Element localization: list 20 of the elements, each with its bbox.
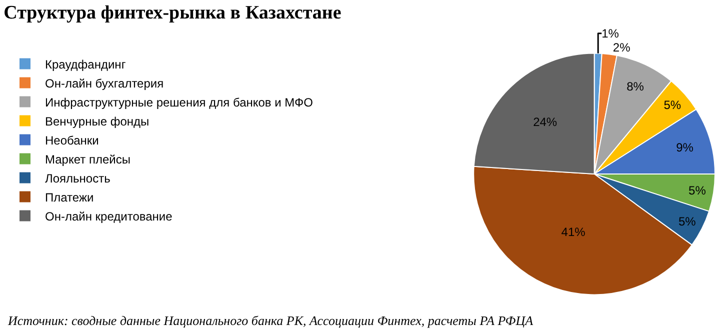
legend-label: Краудфандинг xyxy=(45,57,126,72)
data-label: 9% xyxy=(676,140,694,155)
legend-label: Платежи xyxy=(45,190,94,204)
data-label: 1% xyxy=(602,26,620,40)
legend-label: Необанки xyxy=(45,133,99,148)
data-label: 41% xyxy=(561,224,586,239)
legend-label: Маркет плейсы xyxy=(45,152,130,166)
legend-label: Инфраструктурные решения для банков и МФО xyxy=(45,95,313,110)
data-label: 24% xyxy=(533,114,558,129)
data-label: 5% xyxy=(664,98,682,112)
chart-title: Структура финтех-рынка в Казахстане xyxy=(4,2,342,24)
data-label: 5% xyxy=(678,214,696,228)
data-label: 2% xyxy=(612,40,631,54)
legend-label: Он-лайн кредитование xyxy=(45,209,173,224)
legend-label: Лояльность xyxy=(45,171,110,186)
data-label: 8% xyxy=(626,80,644,94)
data-label: 5% xyxy=(688,183,706,198)
legend-label: Он-лайн бухгалтерия xyxy=(45,76,164,90)
legend-label: Венчурные фонды xyxy=(45,114,150,128)
text: Источник: сводные данные Национального банка РК, Ассоциации Финтех, расчеты РА РФЦА xyxy=(7,313,534,328)
